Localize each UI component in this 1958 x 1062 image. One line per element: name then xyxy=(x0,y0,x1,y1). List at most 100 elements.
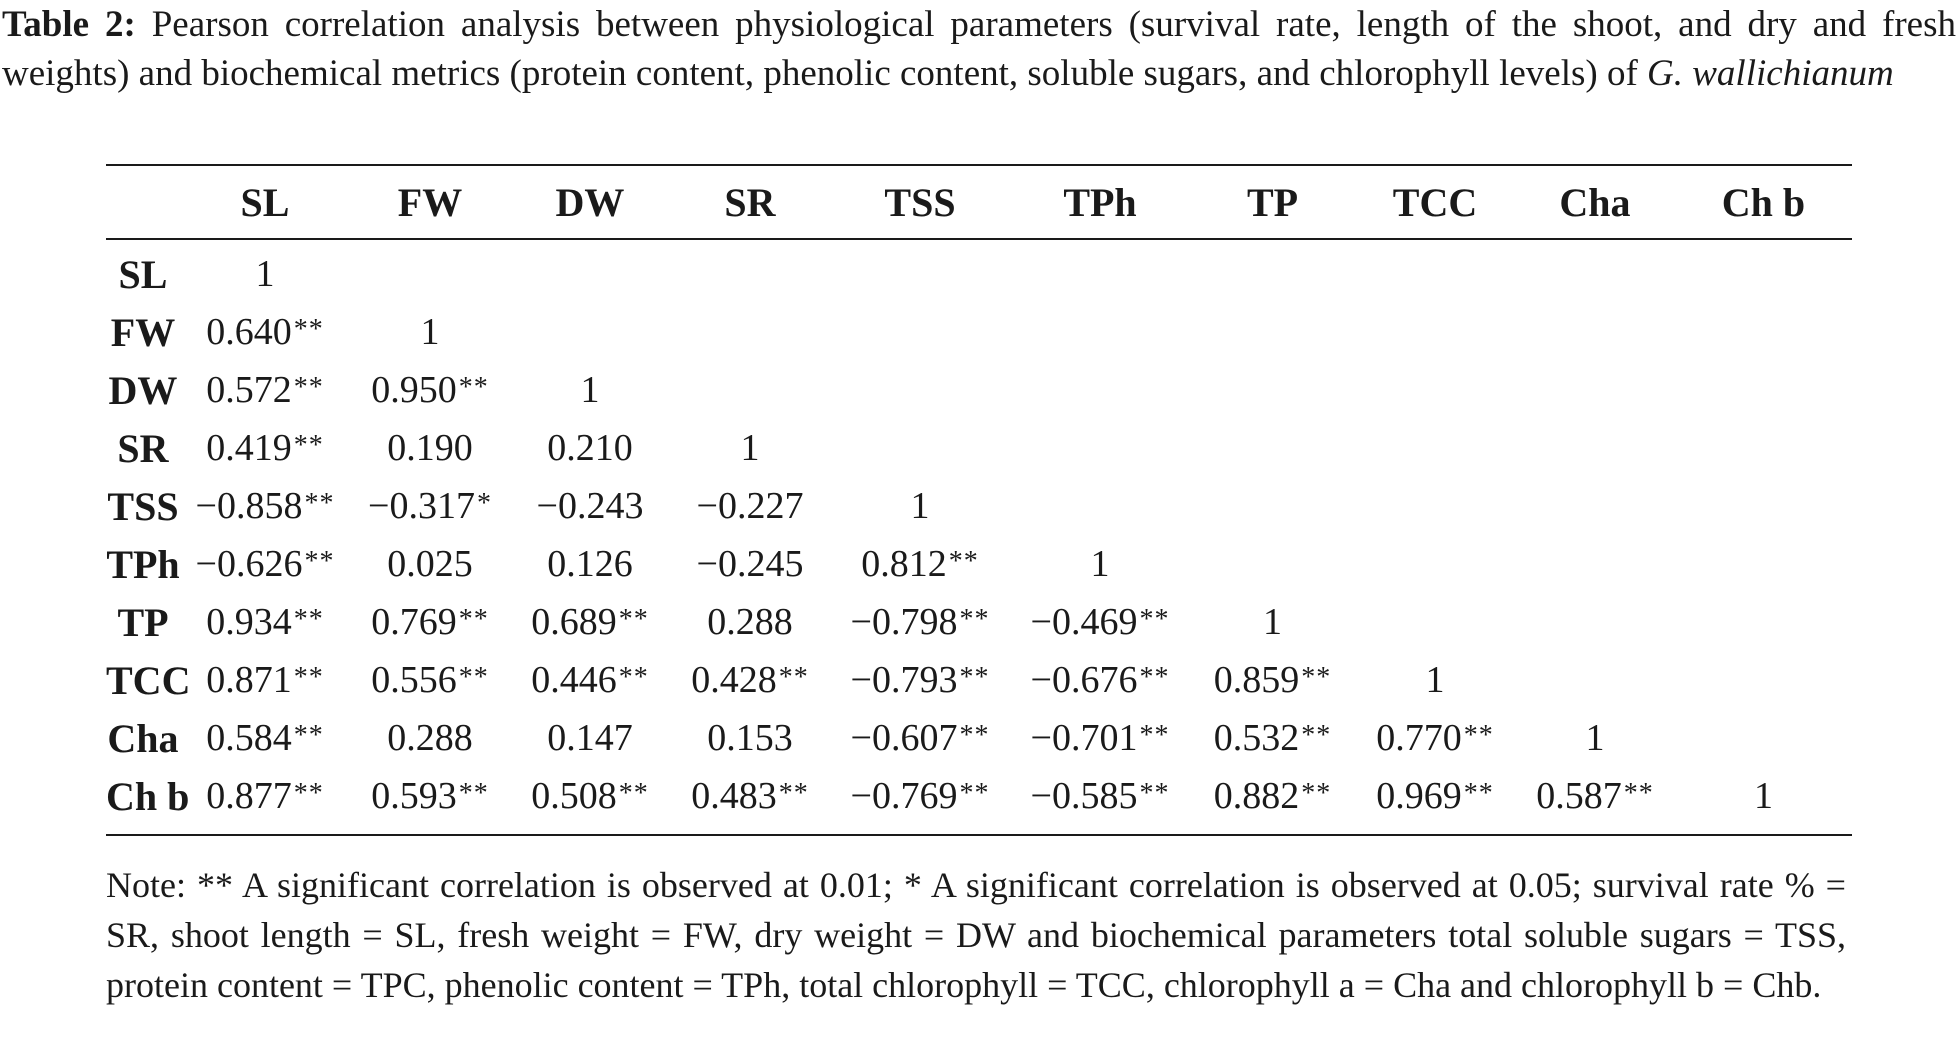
significance-marker: ** xyxy=(959,778,990,809)
table-cell xyxy=(1355,419,1515,477)
table-cell xyxy=(1515,419,1675,477)
table-caption: Table 2: Pearson correlation analysis be… xyxy=(2,0,1956,98)
significance-marker: ** xyxy=(458,604,489,635)
cell-value: 0.428 xyxy=(691,659,777,701)
table-row: SR 0.419** 0.190 0.210 1 xyxy=(106,419,1852,477)
table-cell xyxy=(1355,593,1515,651)
cell-value: −0.858 xyxy=(195,485,303,527)
table-cell xyxy=(1675,535,1852,593)
cell-value: 0.859 xyxy=(1213,659,1300,701)
table-row: Cha 0.584** 0.288 0.147 0.153 −0.607** −0.701*… xyxy=(106,709,1852,767)
cell-value: −0.676 xyxy=(1030,659,1138,701)
table-cell: 1 xyxy=(1515,709,1675,767)
table-cell: 0.483** xyxy=(670,767,830,825)
table-cell: 0.210 xyxy=(510,419,670,477)
table-cell: −0.227 xyxy=(670,477,830,535)
table-cell: 0.934** xyxy=(180,593,350,651)
table-cell xyxy=(1190,361,1355,419)
table-cell xyxy=(1675,361,1852,419)
table-cell: −0.858** xyxy=(180,477,350,535)
table-cell: 0.446** xyxy=(510,651,670,709)
cell-value: 0.025 xyxy=(387,543,473,585)
table-cell xyxy=(1675,419,1852,477)
table-cell xyxy=(1675,240,1852,303)
table-header-row: SL FW DW SR TSS TPh TP TCC Cha Ch b xyxy=(106,164,1852,240)
table-cell: 0.147 xyxy=(510,709,670,767)
cell-value: −0.243 xyxy=(536,485,644,527)
table-cell: −0.607** xyxy=(830,709,1010,767)
caption-text: Pearson correlation analysis between phy… xyxy=(2,4,1956,94)
table-cell: 0.288 xyxy=(670,593,830,651)
cell-value: 1 xyxy=(740,427,760,469)
table-top-rule xyxy=(106,164,1852,166)
row-header: TSS xyxy=(107,483,179,529)
table-cell: 0.587** xyxy=(1515,767,1675,825)
table-cell: 0.572** xyxy=(180,361,350,419)
cell-value: 0.288 xyxy=(707,601,793,643)
cell-value: 0.288 xyxy=(387,717,473,759)
significance-marker: ** xyxy=(293,604,324,635)
table-cell xyxy=(1675,477,1852,535)
table-cell: 1 xyxy=(1010,535,1190,593)
cell-value: 0.871 xyxy=(206,659,292,701)
cell-value: 1 xyxy=(1425,659,1445,701)
row-header: SL xyxy=(118,251,168,297)
cell-value: 0.969 xyxy=(1376,775,1462,817)
table-cell: 0.584** xyxy=(180,709,350,767)
table-cell: 0.812** xyxy=(830,535,1010,593)
cell-value: 0.584 xyxy=(206,717,292,759)
table-cell: 1 xyxy=(350,303,510,361)
table-cell: 0.190 xyxy=(350,419,510,477)
cell-value: −0.317 xyxy=(368,485,475,527)
table-row: SL 1 xyxy=(106,240,1852,303)
table-cell: 0.532** xyxy=(1190,709,1355,767)
table-cell xyxy=(1355,477,1515,535)
significance-marker: ** xyxy=(293,430,324,461)
significance-marker: ** xyxy=(948,546,979,577)
table-cell: 1 xyxy=(1355,651,1515,709)
significance-marker: ** xyxy=(304,546,335,577)
significance-marker: ** xyxy=(618,778,649,809)
table-cell xyxy=(1010,240,1190,303)
row-header: SR xyxy=(117,425,169,471)
cell-value: 0.556 xyxy=(371,659,457,701)
table-cell xyxy=(1190,240,1355,303)
table-cell xyxy=(1515,651,1675,709)
cell-value: 0.147 xyxy=(547,717,633,759)
table-row: TSS −0.858** −0.317* −0.243 −0.227 1 xyxy=(106,477,1852,535)
table-cell: −0.245 xyxy=(670,535,830,593)
table-row: TCC 0.871** 0.556** 0.446** 0.428** −0.793** −… xyxy=(106,651,1852,709)
cell-value: 0.210 xyxy=(547,427,633,469)
caption-label: Table 2: xyxy=(2,4,136,45)
table-cell: 1 xyxy=(510,361,670,419)
table-cell: −0.317* xyxy=(350,477,510,535)
significance-marker: ** xyxy=(959,720,990,751)
table-row: TP 0.934** 0.769** 0.689** 0.288 −0.798** −0.4… xyxy=(106,593,1852,651)
table-cell: −0.769** xyxy=(830,767,1010,825)
cell-value: 1 xyxy=(1263,601,1282,643)
cell-value: 0.587 xyxy=(1536,775,1622,817)
cell-value: 1 xyxy=(255,253,275,295)
table-cell: 0.950** xyxy=(350,361,510,419)
significance-marker: ** xyxy=(1139,604,1170,635)
table-cell: 0.025 xyxy=(350,535,510,593)
table-cell xyxy=(1515,361,1675,419)
table-cell xyxy=(1355,240,1515,303)
cell-value: 0.770 xyxy=(1376,717,1462,759)
significance-marker: ** xyxy=(1139,778,1170,809)
column-header: Ch b xyxy=(1721,179,1806,225)
cell-value: 1 xyxy=(910,485,930,527)
significance-marker: ** xyxy=(458,662,489,693)
cell-value: 1 xyxy=(1090,543,1110,585)
table-cell xyxy=(1190,303,1355,361)
table-cell xyxy=(1010,477,1190,535)
table-cell: −0.585** xyxy=(1010,767,1190,825)
significance-marker: ** xyxy=(959,604,990,635)
cell-value: 0.689 xyxy=(531,601,617,643)
table-cell: 1 xyxy=(670,419,830,477)
significance-marker: ** xyxy=(1301,720,1332,751)
cell-value: −0.227 xyxy=(696,485,804,527)
significance-marker: ** xyxy=(293,720,324,751)
table-cell: 0.882** xyxy=(1190,767,1355,825)
table-cell: 1 xyxy=(1675,767,1852,825)
